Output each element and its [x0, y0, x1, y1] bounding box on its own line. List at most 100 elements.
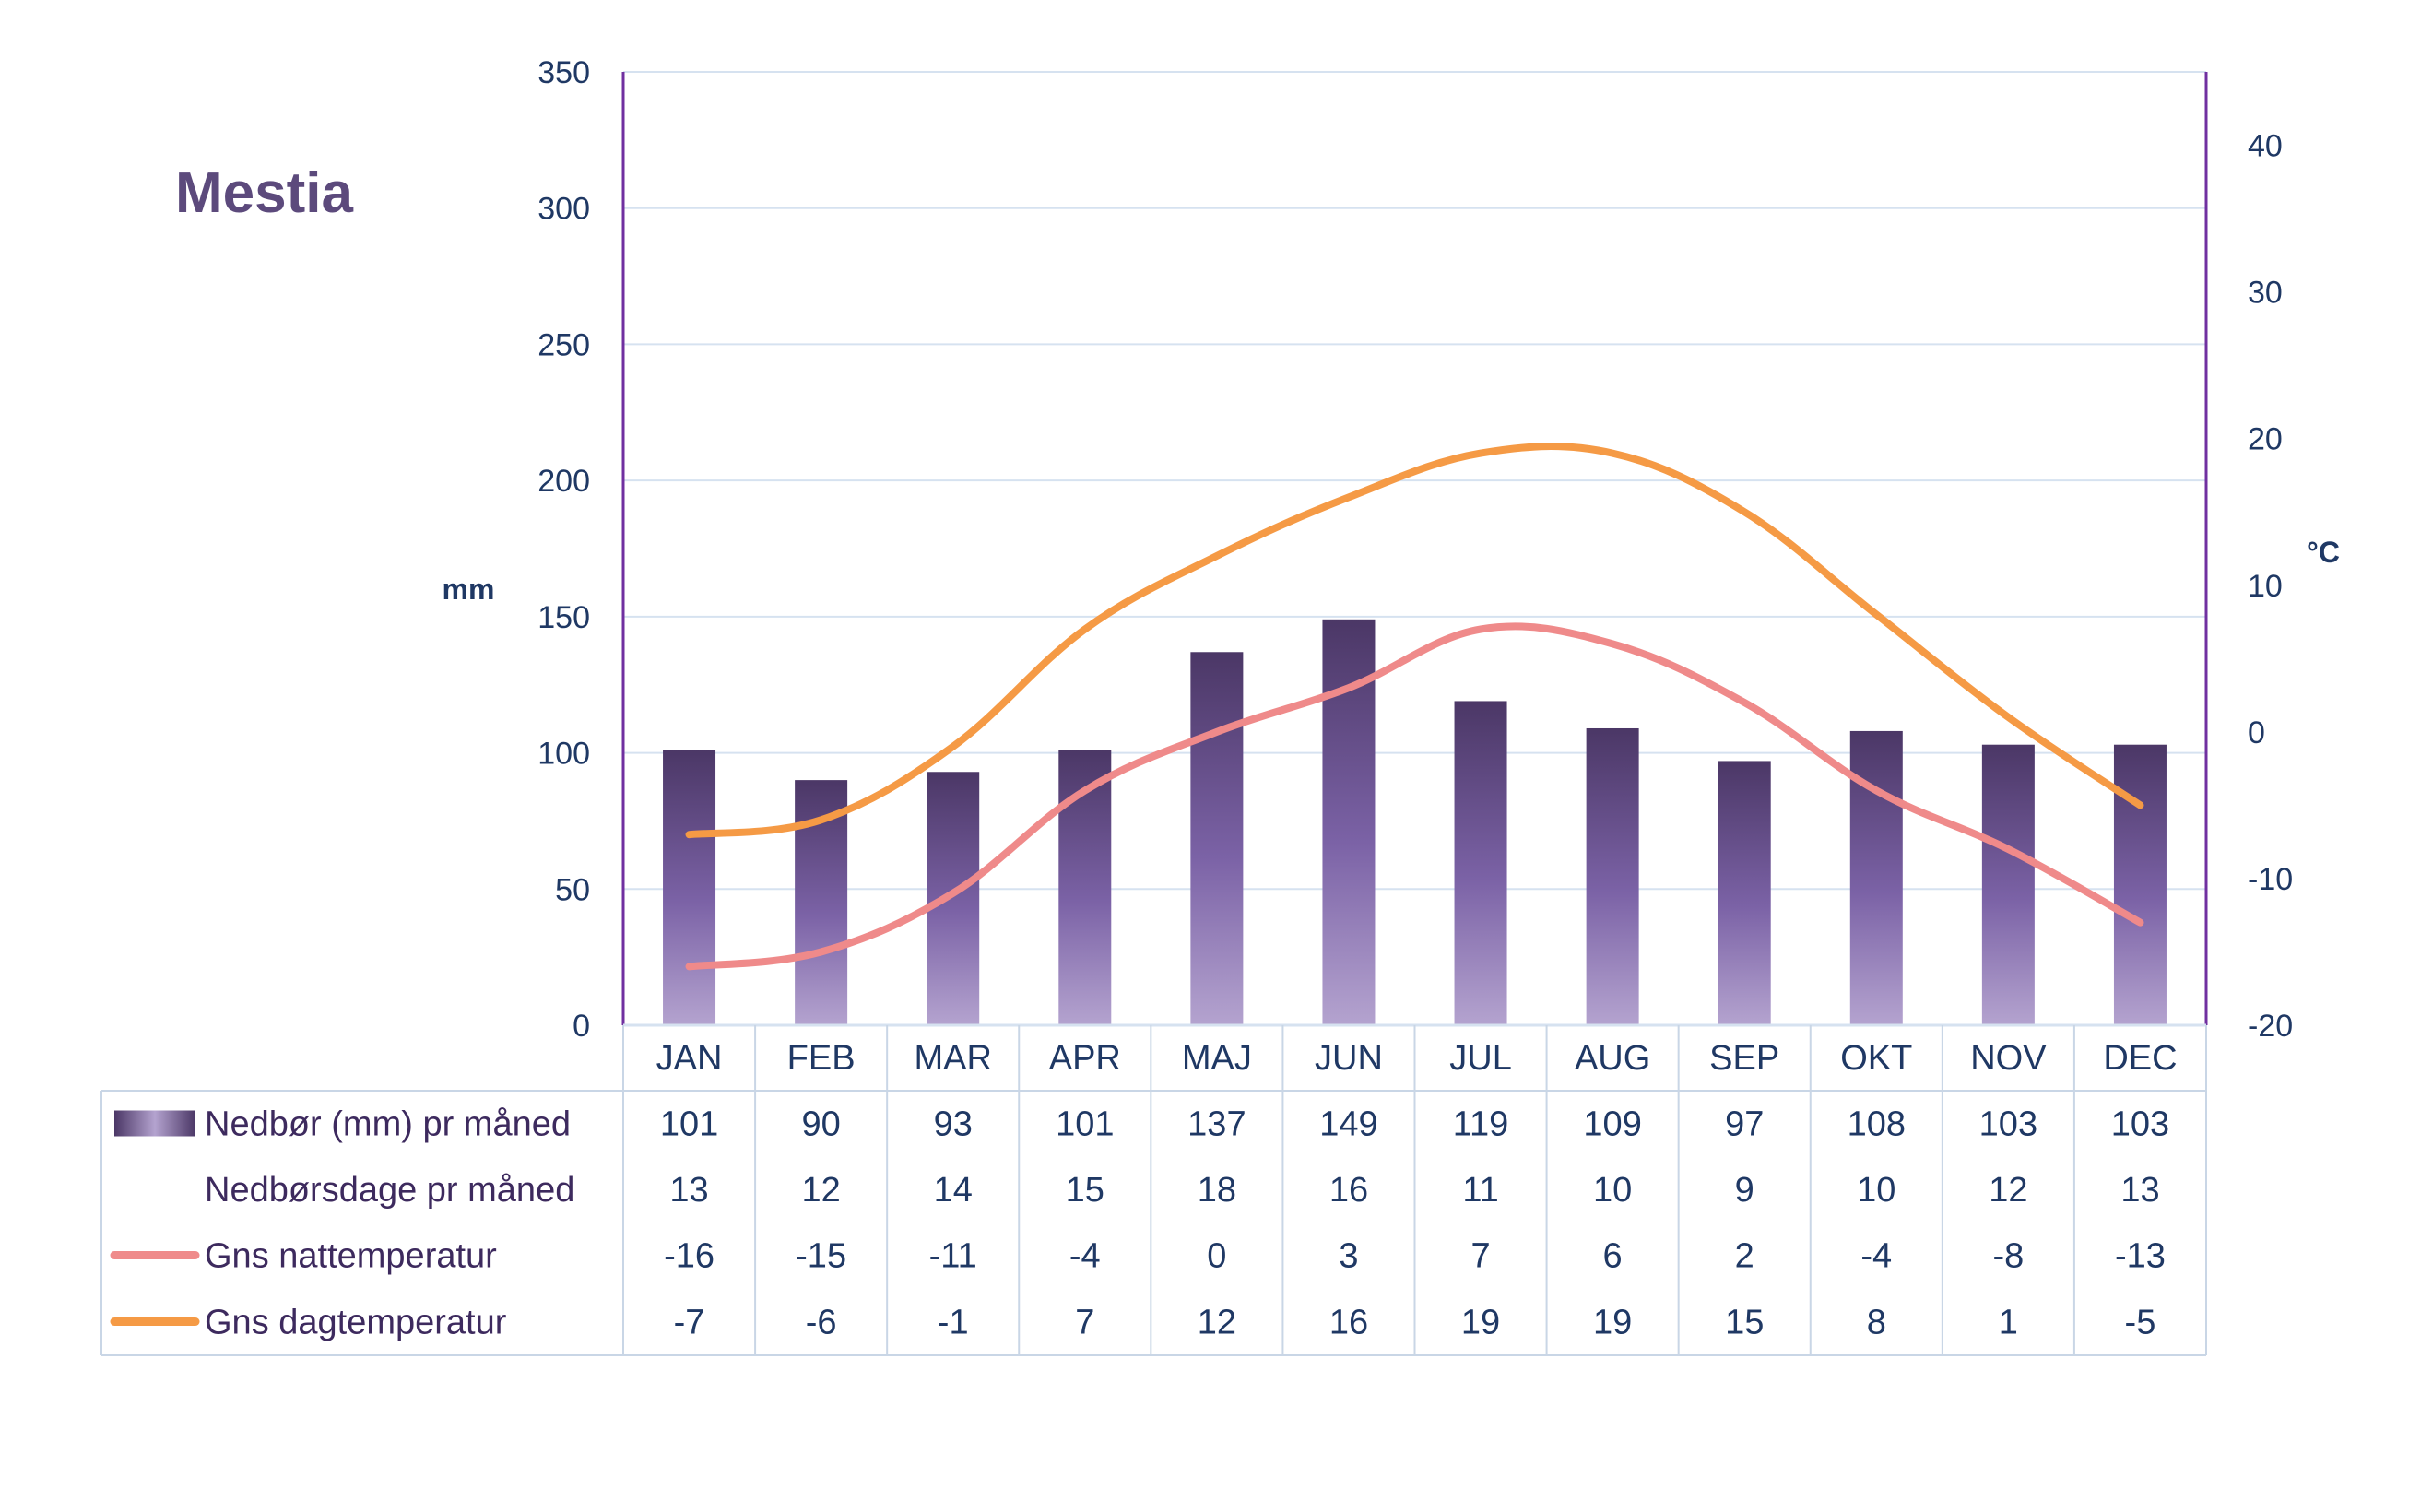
table-cell: 11 — [1462, 1171, 1498, 1210]
month-label: MAR — [914, 1039, 991, 1078]
precipitation-bar — [927, 772, 980, 1025]
precipitation-bar — [1454, 701, 1507, 1025]
night-temperature-line — [685, 622, 2144, 971]
left-tick-label: 250 — [537, 327, 590, 362]
table-cell: 12 — [801, 1171, 840, 1210]
table-cell: 10 — [1857, 1171, 1895, 1210]
right-tick-label: 40 — [2248, 129, 2283, 164]
table-cell: 13 — [669, 1171, 708, 1210]
table-cell: 108 — [1848, 1105, 1906, 1144]
table-cell: 149 — [1319, 1105, 1377, 1144]
table-cell: 9 — [1735, 1171, 1754, 1210]
table-cell: 6 — [1603, 1237, 1623, 1276]
month-label: APR — [1049, 1039, 1121, 1078]
day-temperature-line — [685, 443, 2144, 839]
table-cell: -16 — [664, 1237, 714, 1276]
right-tick-label: 10 — [2248, 569, 2283, 604]
right-tick-label: 0 — [2248, 715, 2265, 750]
precipitation-bar — [1190, 652, 1244, 1025]
left-tick-label: 100 — [537, 737, 590, 772]
month-label: AUG — [1575, 1039, 1650, 1078]
table-cell: 137 — [1187, 1105, 1246, 1144]
table-cell: 12 — [1989, 1171, 2027, 1210]
month-label: JAN — [656, 1039, 723, 1078]
table-cell: 0 — [1207, 1237, 1226, 1276]
table-cell: 97 — [1725, 1105, 1764, 1144]
row-label: Nedbør (mm) pr måned — [205, 1105, 571, 1144]
table-cell: -4 — [1069, 1237, 1101, 1276]
table-cell: 103 — [2111, 1105, 2169, 1144]
month-label: SEP — [1709, 1039, 1779, 1078]
temperature-lines — [685, 443, 2144, 971]
table-cell: -5 — [2125, 1304, 2156, 1342]
left-tick-label: 150 — [537, 600, 590, 635]
table-cell: 7 — [1470, 1237, 1490, 1276]
left-tick-label: 350 — [537, 55, 590, 90]
precipitation-bar — [1058, 750, 1112, 1025]
month-label: JUL — [1449, 1039, 1512, 1078]
left-axis-ticks: 0 50 100 150 200 250 300 350 — [537, 55, 590, 1044]
table-cell: 3 — [1339, 1237, 1358, 1276]
precipitation-bar — [1586, 727, 1639, 1025]
table-cell: 13 — [2120, 1171, 2159, 1210]
precipitation-bar — [663, 750, 716, 1025]
precipitation-bar — [2113, 744, 2167, 1025]
table-cell: 15 — [1066, 1171, 1104, 1210]
right-tick-label: 30 — [2248, 276, 2283, 311]
right-tick-label: -20 — [2248, 1009, 2293, 1044]
right-axis-unit: °C — [2307, 536, 2340, 569]
table-cell: 10 — [1593, 1171, 1632, 1210]
table-cell: 16 — [1329, 1171, 1368, 1210]
month-label: DEC — [2103, 1039, 2177, 1078]
legend-key-precipitation — [114, 1110, 195, 1137]
table-cell: 2 — [1735, 1237, 1754, 1276]
table-cell: -6 — [806, 1304, 837, 1342]
month-label: JUN — [1315, 1039, 1383, 1078]
table-cell: 109 — [1583, 1105, 1641, 1144]
table-cell: -15 — [796, 1237, 846, 1276]
row-label: Nedbørsdage pr måned — [205, 1171, 574, 1210]
table-cell: 7 — [1075, 1304, 1094, 1342]
table-cell: 101 — [660, 1105, 718, 1144]
table-cell: -8 — [1992, 1237, 2024, 1276]
gridlines — [623, 71, 2206, 891]
table-cell: -7 — [674, 1304, 705, 1342]
table-cell: 90 — [801, 1105, 840, 1144]
table-cell: 19 — [1461, 1304, 1500, 1342]
row-label: Gns nattemperatur — [205, 1237, 497, 1276]
right-tick-label: -10 — [2248, 862, 2293, 897]
precipitation-bar — [1981, 744, 2035, 1025]
table-cell: 8 — [1867, 1304, 1886, 1342]
left-axis-unit: mm — [443, 573, 495, 606]
data-table: JAN FEB MAR APR MAJ JUN JUL AUG SEP OKT NOV DEC Nedb… — [100, 1025, 2207, 1356]
month-label: NOV — [1970, 1039, 2047, 1078]
month-label: MAJ — [1182, 1039, 1252, 1078]
month-label: OKT — [1840, 1039, 1912, 1078]
table-cell: 1 — [1999, 1304, 2018, 1342]
table-cell: 119 — [1453, 1105, 1509, 1144]
table-cell: 103 — [1979, 1105, 2037, 1144]
left-tick-label: 200 — [537, 464, 590, 499]
chart-title: Mestia — [175, 161, 353, 225]
month-label: FEB — [787, 1039, 856, 1078]
left-tick-label: 0 — [573, 1009, 590, 1044]
table-cell: 18 — [1198, 1171, 1236, 1210]
table-cell: 19 — [1593, 1304, 1632, 1342]
left-tick-label: 300 — [537, 192, 590, 227]
table-cell: -13 — [2115, 1237, 2166, 1276]
table-cell: 12 — [1198, 1304, 1236, 1342]
table-cell: 101 — [1056, 1105, 1114, 1144]
table-cell: 93 — [934, 1105, 973, 1144]
left-tick-label: 50 — [555, 872, 590, 907]
table-cell: -1 — [938, 1304, 969, 1342]
precipitation-bar — [1718, 761, 1771, 1025]
table-cell: -11 — [929, 1237, 977, 1276]
right-tick-label: 20 — [2248, 422, 2283, 457]
table-cell: -4 — [1860, 1237, 1892, 1276]
table-cell: 16 — [1329, 1304, 1368, 1342]
table-cell: 15 — [1725, 1304, 1764, 1342]
table-cell: 14 — [934, 1171, 973, 1210]
row-label: Gns dagtemperatur — [205, 1304, 507, 1342]
right-axis-ticks: -20 -10 0 10 20 30 40 — [2248, 129, 2293, 1044]
